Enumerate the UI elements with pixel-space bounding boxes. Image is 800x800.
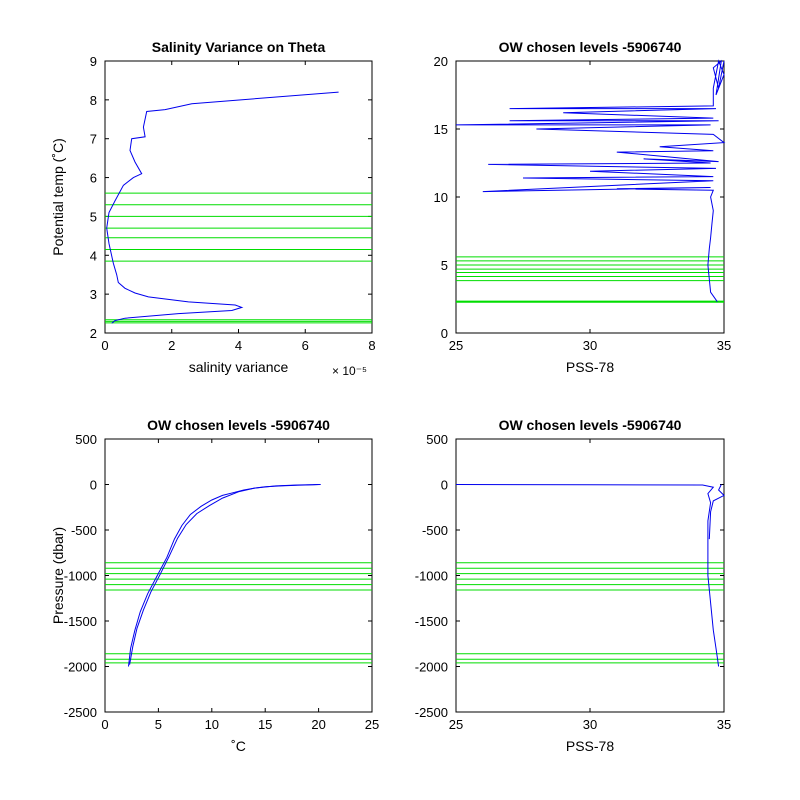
x-tick-label: 30 [583, 338, 597, 353]
x-axis-exponent: × 10⁻⁵ [332, 364, 367, 378]
y-tick-label: 7 [90, 132, 97, 147]
x-tick-label: 15 [258, 717, 272, 732]
y-tick-label: -1500 [415, 614, 448, 629]
y-axis-label: Pressure (dbar) [50, 527, 66, 624]
chart-title: OW chosen levels -5906740 [499, 417, 682, 433]
y-tick-label: -2500 [415, 705, 448, 720]
x-tick-label: 10 [205, 717, 219, 732]
series-line [106, 91, 339, 324]
x-tick-label: 25 [449, 717, 463, 732]
series-line [455, 484, 720, 667]
y-tick-label: 0 [441, 478, 448, 493]
y-tick-label: 500 [426, 432, 448, 447]
series-line [455, 59, 726, 302]
plot-area-p4 [455, 438, 725, 713]
x-tick-label: 25 [449, 338, 463, 353]
chart-title: OW chosen levels -5906740 [147, 417, 330, 433]
series-line [129, 484, 321, 665]
y-tick-label: 2 [90, 326, 97, 341]
x-axis-label: PSS-78 [566, 359, 614, 375]
y-tick-label: -2500 [64, 705, 97, 720]
y-tick-label: -1000 [415, 569, 448, 584]
chart-title: Salinity Variance on Theta [152, 39, 326, 55]
y-tick-label: 0 [90, 478, 97, 493]
y-tick-label: -500 [71, 523, 97, 538]
chart-title: OW chosen levels -5906740 [499, 39, 682, 55]
y-tick-label: 4 [90, 248, 97, 263]
x-axis-label: salinity variance [189, 359, 289, 375]
x-tick-label: 0 [101, 717, 108, 732]
y-tick-label: -500 [422, 523, 448, 538]
x-tick-label: 30 [583, 717, 597, 732]
y-tick-label: 6 [90, 171, 97, 186]
plot-area-p3 [104, 438, 373, 713]
y-tick-label: 3 [90, 287, 97, 302]
x-tick-label: 4 [235, 338, 242, 353]
plot-area-p1 [104, 60, 373, 334]
series-line [708, 484, 725, 540]
x-tick-label: 2 [168, 338, 175, 353]
y-tick-label: 8 [90, 93, 97, 108]
y-tick-label: 500 [75, 432, 97, 447]
x-tick-label: 5 [155, 717, 162, 732]
y-tick-label: 5 [90, 209, 97, 224]
y-tick-label: -1000 [64, 569, 97, 584]
y-tick-label: 5 [441, 258, 448, 273]
y-tick-label: 20 [434, 54, 448, 69]
y-tick-label: 15 [434, 122, 448, 137]
x-tick-label: 0 [101, 338, 108, 353]
x-tick-label: 8 [368, 338, 375, 353]
x-axis-label: ˚C [231, 738, 246, 754]
y-tick-label: 0 [441, 326, 448, 341]
x-tick-label: 6 [302, 338, 309, 353]
y-axis-label: Potential temp (˚C) [50, 138, 66, 255]
y-tick-label: 9 [90, 54, 97, 69]
x-tick-label: 35 [717, 717, 731, 732]
y-tick-label: 10 [434, 190, 448, 205]
y-tick-label: -1500 [64, 614, 97, 629]
y-tick-label: -2000 [64, 660, 97, 675]
x-tick-label: 35 [717, 338, 731, 353]
x-axis-label: PSS-78 [566, 738, 614, 754]
plot-area-p2 [455, 60, 725, 334]
x-tick-label: 20 [311, 717, 325, 732]
y-tick-label: -2000 [415, 660, 448, 675]
x-tick-label: 25 [365, 717, 379, 732]
